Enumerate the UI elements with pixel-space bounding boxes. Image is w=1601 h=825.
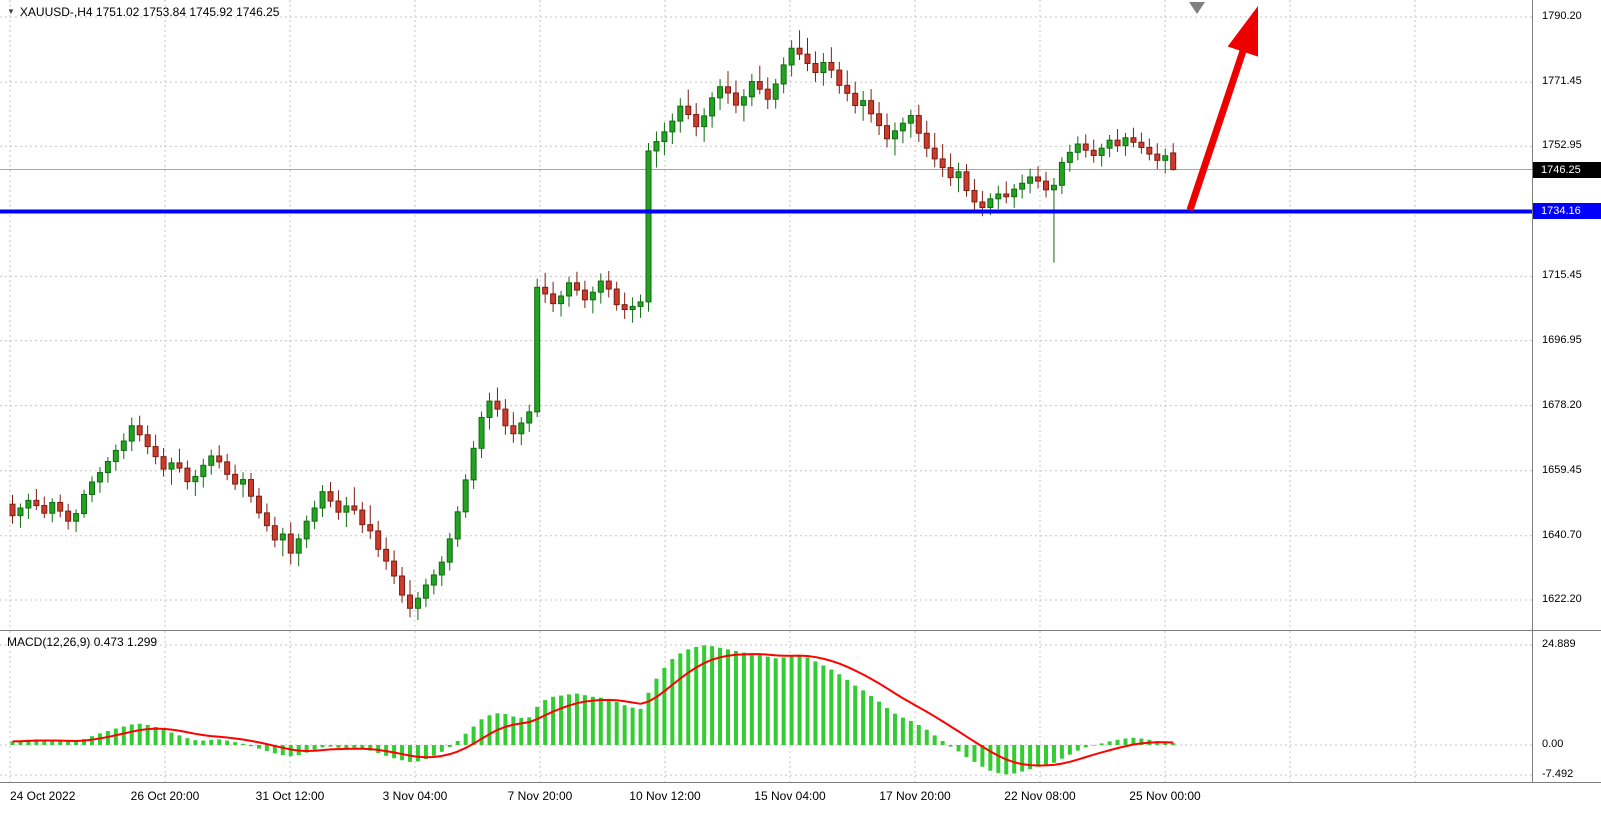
candles: [9, 30, 1177, 621]
price-axis[interactable]: 1746.25 1734.16 1790.20 1771.45 1752.95 171…: [1532, 0, 1601, 783]
time-axis-label: 17 Nov 20:00: [879, 789, 951, 803]
macd-indicator-chart[interactable]: [0, 631, 1532, 782]
chart-shift-marker-icon: [1189, 2, 1205, 14]
macd-label: MACD(12,26,9) 0.473 1.299: [7, 635, 158, 649]
candlestick-chart[interactable]: [0, 0, 1532, 630]
price-axis-label: 1715.45: [1542, 269, 1582, 282]
macd-axis-label: -7.492: [1542, 768, 1574, 781]
price-axis-label: 1678.20: [1542, 398, 1582, 411]
chart-ohlc-readout: ▼ XAUUSD-,H4 1751.02 1753.84 1745.92 174…: [7, 5, 279, 19]
macd-axis-label: 0.00: [1542, 738, 1564, 750]
price-axis-label: 1790.20: [1542, 10, 1582, 22]
time-axis[interactable]: 24 Oct 2022 26 Oct 20:00 31 Oct 12:00 3 Nov…: [0, 782, 1601, 825]
macd-signal-line: [12, 653, 1174, 767]
main-chart-area[interactable]: ▼ XAUUSD-,H4 1751.02 1753.84 1745.92 174…: [0, 0, 1532, 630]
symbol-ohlc-text: XAUUSD-,H4 1751.02 1753.84 1745.92 1746.…: [19, 5, 280, 19]
trend-arrow-head: [1227, 6, 1258, 57]
price-axis-label: 1640.70: [1542, 528, 1582, 541]
time-axis-label: 10 Nov 12:00: [629, 789, 701, 803]
time-axis-label: 31 Oct 12:00: [255, 789, 325, 803]
time-axis-label: 3 Nov 04:00: [382, 789, 448, 803]
macd-panel[interactable]: MACD(12,26,9) 0.473 1.299: [0, 630, 1601, 782]
time-axis-label: 25 Nov 00:00: [1129, 789, 1201, 803]
price-axis-label: 1771.45: [1542, 75, 1582, 88]
time-axis-label: 22 Nov 08:00: [1004, 789, 1076, 803]
trend-arrow: [1186, 32, 1253, 212]
time-axis-label: 7 Nov 20:00: [507, 789, 573, 803]
macd-axis-label: 24.889: [1542, 637, 1576, 650]
symbol-marker-icon: ▼: [7, 7, 15, 16]
support-line-price-badge: 1734.16: [1533, 203, 1601, 220]
current-price-badge: 1746.25: [1533, 161, 1601, 178]
price-axis-label: 1659.45: [1542, 463, 1582, 476]
price-axis-label: 1696.95: [1542, 333, 1582, 346]
price-axis-label: 1622.20: [1542, 592, 1582, 605]
price-axis-label: 1752.95: [1542, 139, 1582, 152]
time-axis-label: 26 Oct 20:00: [130, 789, 200, 803]
time-axis-label: 15 Nov 04:00: [754, 789, 826, 803]
time-axis-label: 24 Oct 2022: [10, 789, 76, 803]
